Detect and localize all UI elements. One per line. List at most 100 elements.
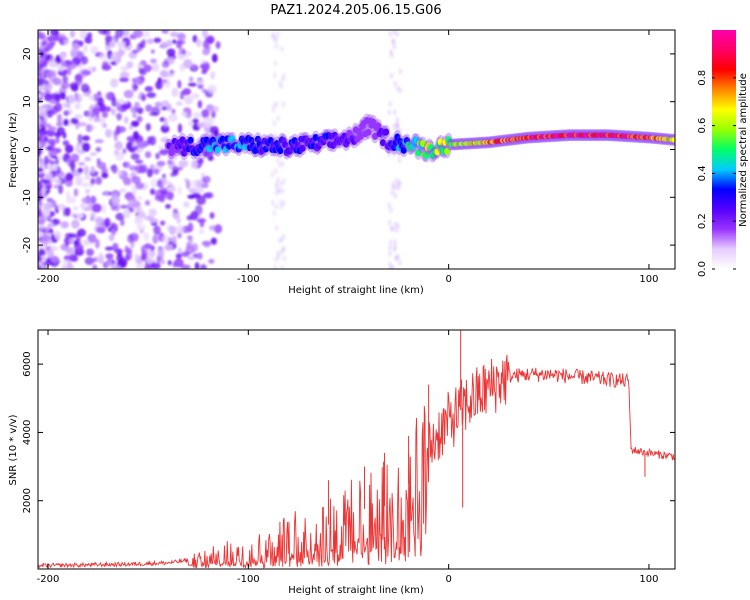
spectrogram-noise-blob [126, 135, 135, 142]
spectrogram-streak-blob [274, 256, 279, 263]
spectrogram-noise-blob [177, 79, 182, 89]
spectrogram-noise-blob [40, 234, 51, 242]
y-tick-label: 10 [22, 95, 33, 108]
spectrogram-noise-blob [132, 131, 140, 140]
colorbar-tick-label: 0.4 [697, 165, 708, 181]
spectrogram-noise-blob [166, 48, 176, 57]
spectrogram-noise-blob [199, 63, 207, 70]
spectrogram-noise-blob [41, 187, 46, 197]
spectrogram-noise-blob [54, 230, 62, 240]
spectrogram-noise-blob [58, 92, 66, 100]
spectrogram-noise-blob [54, 156, 60, 166]
spectrogram-streak-blob [281, 233, 286, 240]
ridge-mark [434, 148, 441, 156]
spectrogram-streak-blob [388, 239, 393, 246]
ridge-mark [214, 146, 221, 154]
spectrogram-noise-blob [214, 224, 223, 234]
spectrogram-noise-blob [194, 185, 204, 194]
spectrogram-noise-blob [167, 260, 172, 266]
spectrogram-noise-blob [108, 234, 115, 242]
spectrogram-streak-blob [389, 264, 394, 269]
spectrogram-noise-blob [129, 106, 136, 114]
spectrogram-streak-blob [281, 101, 286, 108]
spectrogram-streak-blob [398, 259, 403, 266]
y-tick-label: 20 [22, 48, 33, 61]
spectrogram-streak-blob [276, 115, 281, 122]
spectrogram-noise-blob [73, 205, 79, 211]
spectrogram-noise-blob [134, 101, 140, 109]
ridge-mark [365, 128, 372, 136]
spectrogram-noise-blob [176, 217, 181, 224]
spectrogram-noise-blob [65, 60, 73, 66]
spectrogram-noise-blob [150, 262, 161, 269]
spectrogram-noise-blob [123, 116, 129, 124]
ridge-mark [383, 128, 390, 136]
spectrogram-noise-blob [122, 148, 127, 155]
spectrogram-noise-blob [169, 172, 176, 177]
spectrogram-noise-blob [45, 174, 53, 180]
spectrogram-noise-blob [159, 149, 170, 156]
ridge-mark [229, 135, 236, 143]
spectrogram-noise-blob [64, 174, 70, 181]
spectrogram-streak-blob [393, 243, 398, 250]
spectrogram-noise-blob [104, 217, 111, 228]
spectrogram-streak-blob [274, 100, 279, 107]
spectrogram-noise-blob [160, 106, 169, 111]
spectrogram-streak-blob [387, 250, 392, 257]
spectrogram-noise-blob [127, 233, 135, 244]
colorbar-ticks: 0.0 0.2 0.4 0.6 0.8 [697, 70, 736, 277]
spectrogram-noise-blob [159, 220, 166, 226]
spectrogram-noise-blob [126, 141, 133, 151]
spectrogram-noise-blob [146, 257, 155, 264]
spectrogram-noise-blob [134, 253, 139, 261]
spectrogram-noise-blob [201, 30, 208, 39]
spectrogram-noise-blob [130, 145, 139, 151]
ridge-mark [400, 146, 407, 154]
spectrogram-noise-blob [38, 56, 44, 65]
spectrogram-noise-blob [202, 149, 209, 158]
spectrogram-noise-blob [58, 184, 64, 195]
spectrogram-noise-blob [50, 165, 58, 171]
ridge-mark [203, 136, 210, 144]
y-tick-label: -10 [22, 189, 33, 205]
spectrogram-noise-blob [115, 125, 121, 135]
spectrogram-noise-blob [178, 159, 189, 168]
spectrogram-streak-blob [390, 226, 395, 233]
spectrogram-noise-blob [38, 33, 46, 40]
colorbar-tick-label: 0.6 [697, 118, 708, 134]
spectrogram-noise-blob [162, 136, 170, 143]
spectrogram-noise-blob [153, 37, 162, 43]
spectrogram-noise-blob [160, 124, 170, 134]
spectrogram-noise-blob [121, 103, 132, 110]
spectrogram-noise-blob [91, 66, 97, 73]
spectrogram-noise-blob [141, 249, 148, 259]
spectrogram-noise-blob [126, 61, 134, 69]
colorbar-tick-label: 0.2 [697, 213, 708, 229]
spectrogram-noise-blob [184, 95, 193, 105]
ridge-mark [206, 145, 213, 153]
spectrogram-streak-blob [394, 127, 399, 134]
spectrogram-noise-blob [55, 136, 60, 144]
spectrogram-noise-blob [158, 144, 165, 150]
spectrogram-noise-blob [153, 225, 161, 235]
ridge-mark [291, 137, 298, 145]
ridge-mark [415, 149, 422, 157]
spectrogram-noise-blob [198, 157, 204, 164]
spectrogram-streak-blob [387, 150, 392, 157]
spectrogram-streak-blob [392, 123, 397, 130]
spectrogram-noise-blob [149, 111, 159, 117]
x-tick-label: -200 [37, 274, 60, 285]
ridge-mark [277, 147, 284, 155]
spectrogram-streak-blob [276, 176, 281, 183]
spectrogram-noise-blob [105, 246, 114, 251]
spectrogram-noise-blob [69, 49, 78, 58]
x-tick-label: 0 [445, 574, 451, 585]
spectrogram-noise-blob [53, 218, 58, 226]
spectrogram-streak-blob [279, 203, 284, 210]
snr-y-ticks: 2000 4000 6000 [22, 351, 675, 513]
spectrogram-noise-blob [104, 91, 113, 101]
spectrogram-noise-blob [117, 41, 126, 49]
spectrogram-streak-blob [387, 202, 392, 209]
spectrogram-noise-blob [168, 113, 178, 122]
